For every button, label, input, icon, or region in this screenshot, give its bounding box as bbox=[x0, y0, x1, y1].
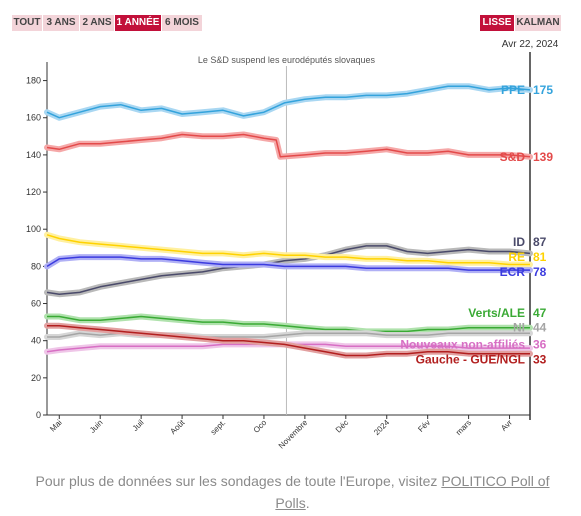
x-tick-label: Juin bbox=[88, 418, 105, 435]
series-label-5: Verts/ALE bbox=[468, 306, 525, 320]
series-line-5 bbox=[47, 315, 530, 333]
range-button-1[interactable]: 3 ANS bbox=[43, 15, 79, 31]
poll-of-polls-link[interactable]: POLITICO Poll of Polls bbox=[275, 473, 550, 511]
y-tick-label: 140 bbox=[26, 150, 41, 160]
x-tick-label: Oco bbox=[252, 418, 269, 435]
series-value-0: 175 bbox=[533, 83, 553, 97]
series-label-7: Nouveaux non-affiliés bbox=[400, 337, 525, 351]
series-value-7: 36 bbox=[533, 337, 547, 351]
footer-note: Pour plus de données sur les sondages de… bbox=[35, 473, 550, 511]
y-tick-label: 120 bbox=[26, 187, 41, 197]
y-tick-label: 40 bbox=[31, 336, 41, 346]
series-line-3 bbox=[46, 234, 530, 266]
date-label: Avr 22, 2024 bbox=[502, 39, 559, 50]
y-tick-label: 180 bbox=[26, 76, 41, 86]
x-tick-label: Avr bbox=[499, 418, 514, 433]
series-value-6: 44 bbox=[533, 321, 547, 335]
polling-chart: 0 20 40 60 80 100 120 140 160 180 Mai Juin Juil Août s… bbox=[26, 39, 559, 451]
range-button-4[interactable]: 6 MOIS bbox=[162, 15, 202, 31]
y-tick-label: 80 bbox=[31, 261, 41, 271]
series-line-0 bbox=[46, 85, 531, 119]
x-tick-label: Mai bbox=[48, 418, 64, 434]
y-tick-label: 20 bbox=[31, 373, 41, 383]
x-tick-label: Déc bbox=[334, 418, 350, 434]
series-label-3: RE bbox=[508, 250, 525, 264]
y-tick-label: 60 bbox=[31, 299, 41, 309]
series-value-1: 139 bbox=[533, 150, 553, 164]
smoothing-button-1[interactable]: KALMAN bbox=[515, 15, 561, 31]
x-tick-label: sept. bbox=[209, 418, 228, 437]
series-label-4: ECR bbox=[500, 265, 526, 279]
y-tick-label: 100 bbox=[26, 224, 41, 234]
series-label-8: Gauche - GUE/NGL bbox=[416, 352, 525, 366]
y-tick-label: 0 bbox=[36, 410, 41, 420]
series-line-2 bbox=[46, 245, 531, 295]
smoothing-button-0[interactable]: LISSE bbox=[480, 15, 514, 31]
y-tick-label: 160 bbox=[26, 113, 41, 123]
series-line-1 bbox=[46, 133, 531, 158]
x-tick-label: 2024 bbox=[372, 418, 391, 437]
series-value-3: 81 bbox=[533, 250, 547, 264]
annotation-text: Le S&D suspend les eurodéputés slovaques bbox=[198, 55, 376, 65]
x-tick-label: Août bbox=[168, 418, 187, 437]
series-value-5: 47 bbox=[533, 306, 547, 320]
range-button-3[interactable]: 1 ANNÉE bbox=[115, 15, 161, 31]
series-label-1: S&D bbox=[500, 150, 526, 164]
range-button-2[interactable]: 2 ANS bbox=[80, 15, 114, 31]
series-value-2: 87 bbox=[533, 235, 547, 249]
series-value-4: 78 bbox=[533, 265, 547, 279]
series-label-0: PPE bbox=[501, 83, 525, 97]
series-label-2: ID bbox=[513, 235, 525, 249]
series-label-6: NI bbox=[513, 321, 525, 335]
x-tick-label: Novembre bbox=[277, 418, 310, 451]
x-tick-label: mars bbox=[454, 418, 473, 437]
range-button-0[interactable]: TOUT bbox=[12, 15, 42, 31]
x-tick-label: Juil bbox=[131, 418, 146, 433]
series-line-8 bbox=[47, 325, 530, 357]
series-value-8: 33 bbox=[533, 352, 547, 366]
x-tick-label: Fév bbox=[416, 418, 432, 434]
series-line-4 bbox=[46, 256, 530, 271]
